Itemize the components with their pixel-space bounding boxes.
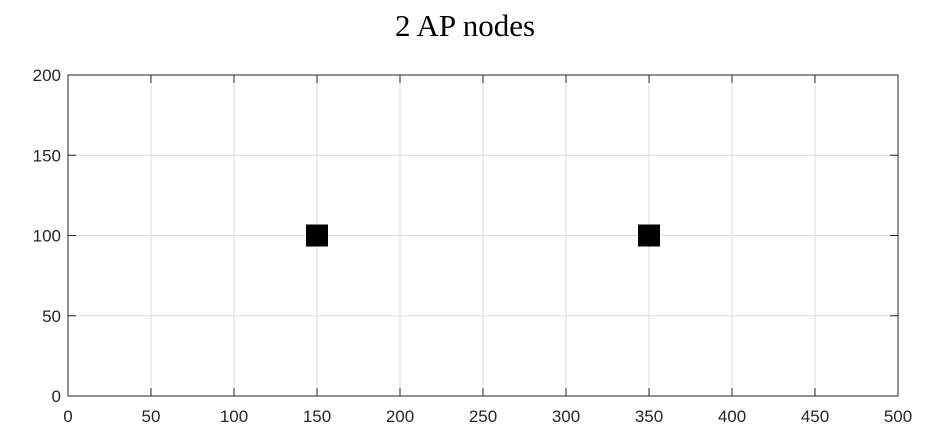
data-points — [306, 224, 660, 247]
y-tick-label: 0 — [52, 387, 61, 406]
chart-title: 2 AP nodes — [395, 8, 535, 43]
y-tick-label: 50 — [42, 307, 61, 326]
axis-ticks — [67, 74, 899, 397]
y-tick-label: 150 — [33, 146, 61, 165]
ap-node-marker-2 — [638, 224, 660, 247]
x-tick-label: 50 — [142, 407, 161, 426]
x-axis-tick-labels: 0 50 100 150 200 250 300 350 400 450 500 — [63, 407, 912, 426]
y-tick-label: 200 — [33, 66, 61, 85]
x-tick-label: 150 — [303, 407, 331, 426]
x-tick-label: 200 — [386, 407, 414, 426]
grid-lines — [67, 74, 899, 397]
x-tick-label: 400 — [718, 407, 746, 426]
x-tick-label: 350 — [635, 407, 663, 426]
y-axis-tick-labels: 0 50 100 150 200 — [33, 66, 61, 406]
x-tick-label: 450 — [801, 407, 829, 426]
ap-node-marker-1 — [306, 224, 328, 247]
x-tick-label: 250 — [469, 407, 497, 426]
x-tick-label: 300 — [552, 407, 580, 426]
x-tick-label: 0 — [63, 407, 72, 426]
y-tick-label: 100 — [33, 227, 61, 246]
x-tick-label: 500 — [884, 407, 912, 426]
x-tick-label: 100 — [220, 407, 248, 426]
